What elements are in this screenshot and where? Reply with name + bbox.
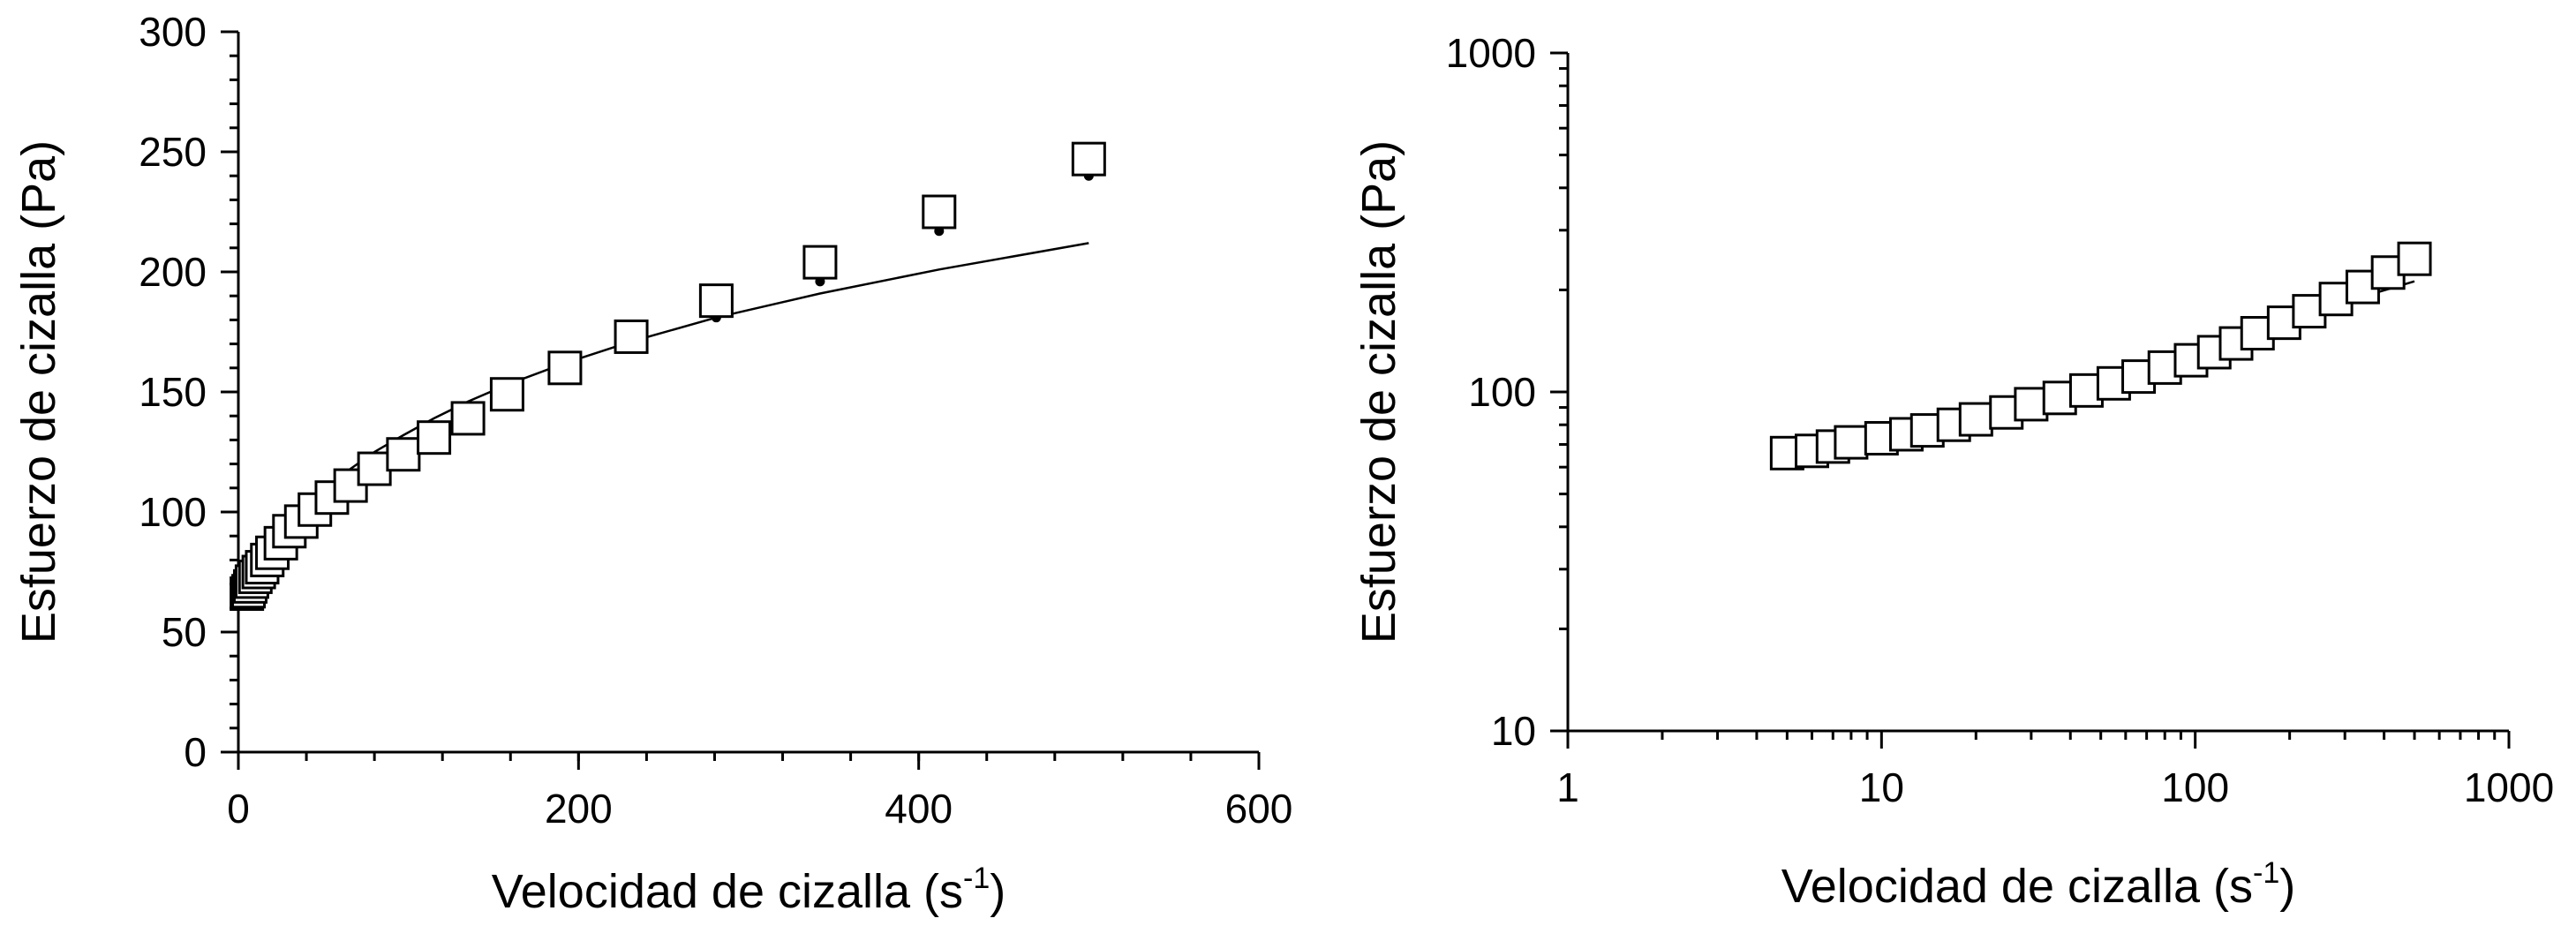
data-point-square bbox=[614, 319, 649, 354]
data-point-square bbox=[1834, 425, 1869, 460]
x-axis-title: Velocidad de cizalla (s-1) bbox=[1781, 856, 2296, 913]
y-tick-label: 200 bbox=[139, 249, 207, 295]
data-point-square bbox=[1958, 402, 1993, 437]
y-tick-label: 150 bbox=[139, 369, 207, 415]
data-point-square bbox=[922, 194, 957, 230]
data-point-square bbox=[698, 283, 734, 319]
data-point-square bbox=[417, 420, 452, 455]
x-axis-title: Velocidad de cizalla (s-1) bbox=[492, 862, 1006, 918]
data-point-square bbox=[386, 437, 421, 472]
fit-line-solid bbox=[245, 242, 1089, 609]
y-tick-label: 1000 bbox=[1446, 30, 1536, 76]
y-tick-label: 50 bbox=[162, 609, 207, 655]
x-tick-label: 200 bbox=[545, 786, 613, 832]
y-tick-label: 250 bbox=[139, 129, 207, 175]
x-tick-label: 1000 bbox=[2464, 764, 2554, 810]
data-point-square bbox=[489, 377, 524, 412]
linear-chart: 0 50 100 150 200 250 300 0 200 400 600 Velocidad de… bbox=[12, 9, 1292, 918]
data-point-square bbox=[2397, 241, 2432, 276]
x-tick-label: 100 bbox=[2161, 764, 2229, 810]
data-point-square bbox=[547, 350, 583, 386]
x-tick-label: 10 bbox=[1859, 764, 1904, 810]
data-point-square bbox=[357, 451, 392, 486]
y-tick-label: 100 bbox=[1468, 369, 1536, 415]
y-axis-title: Esfuerzo de cizalla (Pa) bbox=[12, 140, 65, 644]
y-tick-label: 0 bbox=[184, 729, 207, 775]
x-tick-label: 400 bbox=[885, 786, 953, 832]
x-tick-label: 600 bbox=[1225, 786, 1293, 832]
data-point-square bbox=[1071, 141, 1106, 177]
x-tick-label: 1 bbox=[1556, 764, 1579, 810]
y-tick-label: 100 bbox=[139, 489, 207, 535]
log-log-chart: 10 100 1000 1 10 100 1000 Velocidad de cizalla … bbox=[1352, 30, 2554, 913]
y-axis-title: Esfuerzo de cizalla (Pa) bbox=[1352, 140, 1405, 644]
y-tick-label: 10 bbox=[1491, 708, 1536, 754]
y-tick-label: 300 bbox=[139, 9, 207, 55]
data-point-square bbox=[802, 245, 838, 280]
x-tick-label: 0 bbox=[227, 786, 250, 832]
data-point-square bbox=[450, 401, 486, 436]
data-point-square bbox=[2014, 387, 2049, 422]
